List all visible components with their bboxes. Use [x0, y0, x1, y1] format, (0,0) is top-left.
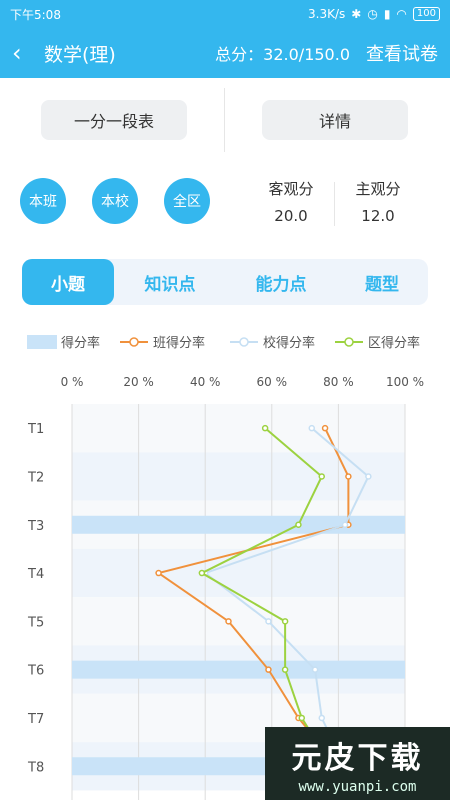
legend-label: 区得分率: [368, 336, 421, 351]
network-speed: 3.3K/s: [308, 7, 346, 21]
class-rate-point: [225, 618, 232, 625]
rank-table-button[interactable]: 一分一段表: [41, 100, 187, 140]
divider: [224, 88, 225, 152]
district-rate-point: [318, 473, 325, 480]
legend-line-school-icon: [230, 336, 258, 347]
y-tick-label: T5: [27, 615, 44, 630]
page-title: 数学(理): [44, 43, 116, 66]
scope-district-button[interactable]: 全区: [164, 178, 210, 224]
chart-legend: 得分率 班得分率 校得分率 区得分率: [0, 332, 450, 352]
school-rate-point: [265, 618, 272, 625]
y-tick-label: T3: [27, 519, 44, 534]
status-icons: 3.3K/s ✱ ◷ ▮ ◠ 100: [308, 7, 440, 21]
school-rate-line: [203, 427, 370, 767]
watermark-url: www.yuanpi.com: [298, 778, 417, 795]
analysis-tabs: 小题 知识点 能力点 题型: [22, 259, 428, 305]
x-tick-label: 80 %: [323, 375, 354, 389]
total-score: 总分：32.0/150.0: [215, 45, 350, 64]
alarm-icon: ◷: [367, 7, 378, 21]
school-rate-point: [365, 473, 372, 480]
x-tick-label: 20 %: [123, 375, 154, 389]
legend-label: 校得分率: [263, 336, 316, 351]
class-rate-point: [265, 666, 272, 673]
row-background: [72, 404, 405, 453]
y-tick-label: T1: [27, 422, 44, 437]
class-rate-point: [345, 473, 352, 480]
bluetooth-icon: ✱: [351, 7, 362, 21]
top-actions: 一分一段表 详情: [0, 88, 450, 152]
class-rate-point: [321, 424, 329, 432]
y-tick-label: T4: [27, 567, 44, 582]
view-paper-button[interactable]: 查看试卷: [366, 44, 438, 65]
subjective-label: 主观分: [355, 180, 401, 198]
y-tick-label: T7: [27, 712, 44, 727]
district-rate-point: [295, 521, 302, 528]
status-time: 下午5:08: [10, 7, 61, 22]
legend-school-rate: 校得分率: [229, 332, 315, 351]
y-tick-label: T8: [27, 760, 44, 775]
district-rate-line: [199, 427, 333, 767]
signal-icon: ▮: [383, 7, 391, 21]
legend-district-rate: 区得分率: [334, 332, 420, 351]
class-rate-line: [156, 427, 350, 767]
details-button[interactable]: 详情: [262, 100, 408, 140]
school-rate-point: [341, 521, 349, 528]
legend-label: 得分率: [61, 336, 101, 351]
objective-value: 20.0: [274, 207, 308, 225]
row-background: [72, 452, 405, 501]
district-rate-point: [281, 666, 289, 673]
x-tick-label: 0 %: [61, 375, 84, 389]
school-rate-point: [318, 714, 325, 722]
scope-school-button[interactable]: 本校: [92, 178, 138, 224]
watermark-logo: 元皮下载 www.yuanpi.com: [265, 727, 450, 800]
tab-knowledge[interactable]: 知识点: [144, 274, 196, 295]
legend-class-rate: 班得分率: [119, 332, 205, 351]
district-rate-point: [298, 714, 306, 722]
y-tick-label: T2: [27, 470, 44, 485]
tab-question-type[interactable]: 题型: [365, 274, 399, 295]
tab-ability[interactable]: 能力点: [255, 274, 307, 295]
objective-score: 客观分 20.0: [251, 178, 331, 225]
subjective-value: 12.0: [361, 207, 395, 225]
tab-question[interactable]: 小题: [22, 259, 114, 305]
y-tick-label: T6: [27, 664, 44, 679]
wifi-icon: ◠: [396, 7, 407, 21]
legend-line-district-icon: [335, 336, 363, 347]
legend-label: 班得分率: [153, 336, 206, 351]
x-tick-label: 40 %: [190, 375, 221, 389]
x-tick-label: 60 %: [257, 375, 288, 389]
legend-score-rate: 得分率: [27, 332, 100, 351]
objective-label: 客观分: [268, 180, 314, 198]
class-rate-point: [155, 569, 162, 577]
score-rate-chart: 0 % 20 % 40 % 60 % 80 % 100 % T1 T2 T3 T4 T5 T6 T7 T8: [27, 375, 424, 800]
subjective-score: 主观分 12.0: [338, 178, 418, 225]
district-rate-point: [261, 424, 269, 432]
district-rate-point: [198, 569, 206, 577]
row-background: [72, 548, 405, 598]
score-rate-bar: [72, 515, 405, 534]
scope-class-button[interactable]: 本班: [20, 178, 66, 224]
x-tick-label: 100 %: [386, 375, 424, 389]
school-rate-point: [308, 424, 316, 432]
legend-swatch: [27, 334, 57, 349]
app-bar: ‹ 数学(理) 总分：32.0/150.0 查看试卷: [0, 28, 450, 78]
divider: [334, 182, 335, 226]
legend-line-class-icon: [120, 336, 148, 347]
school-rate-point: [311, 666, 319, 673]
row-background: [72, 597, 405, 646]
battery-icon: 100: [412, 7, 440, 21]
watermark-text: 元皮下载: [291, 740, 424, 776]
score-rate-bar: [72, 660, 405, 679]
status-bar: 下午5:08 3.3K/s ✱ ◷ ▮ ◠ 100: [0, 0, 450, 28]
district-rate-point: [281, 618, 289, 625]
back-button[interactable]: ‹: [12, 39, 22, 67]
